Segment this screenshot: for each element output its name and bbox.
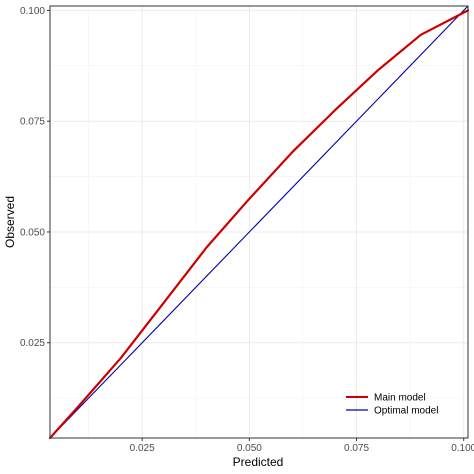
series-lines	[48, 5, 470, 440]
y-axis-title: Observed	[3, 196, 17, 248]
x-tick-label: 0.025	[130, 443, 155, 454]
legend: Main model Optimal model	[346, 393, 438, 417]
y-tick-label: 0.050	[20, 227, 45, 238]
x-tick-label: 0.075	[344, 443, 369, 454]
series-line-optimal-model	[49, 5, 469, 439]
y-tick-label: 0.100	[20, 6, 45, 17]
legend-label: Optimal model	[374, 406, 438, 417]
series-line-main-model	[48, 9, 470, 440]
x-tick-label: 0.100	[451, 443, 474, 454]
axis-ticks: 0.025 0.050 0.075 0.100 0.025 0.050 0.075 0.100	[20, 6, 474, 454]
legend-label: Main model	[374, 393, 426, 404]
panel-border	[49, 5, 469, 439]
grid-lines	[50, 6, 468, 438]
y-tick-label: 0.025	[20, 338, 45, 349]
x-axis-title: Predicted	[233, 455, 284, 469]
x-tick-label: 0.050	[237, 443, 262, 454]
y-tick-label: 0.075	[20, 117, 45, 128]
